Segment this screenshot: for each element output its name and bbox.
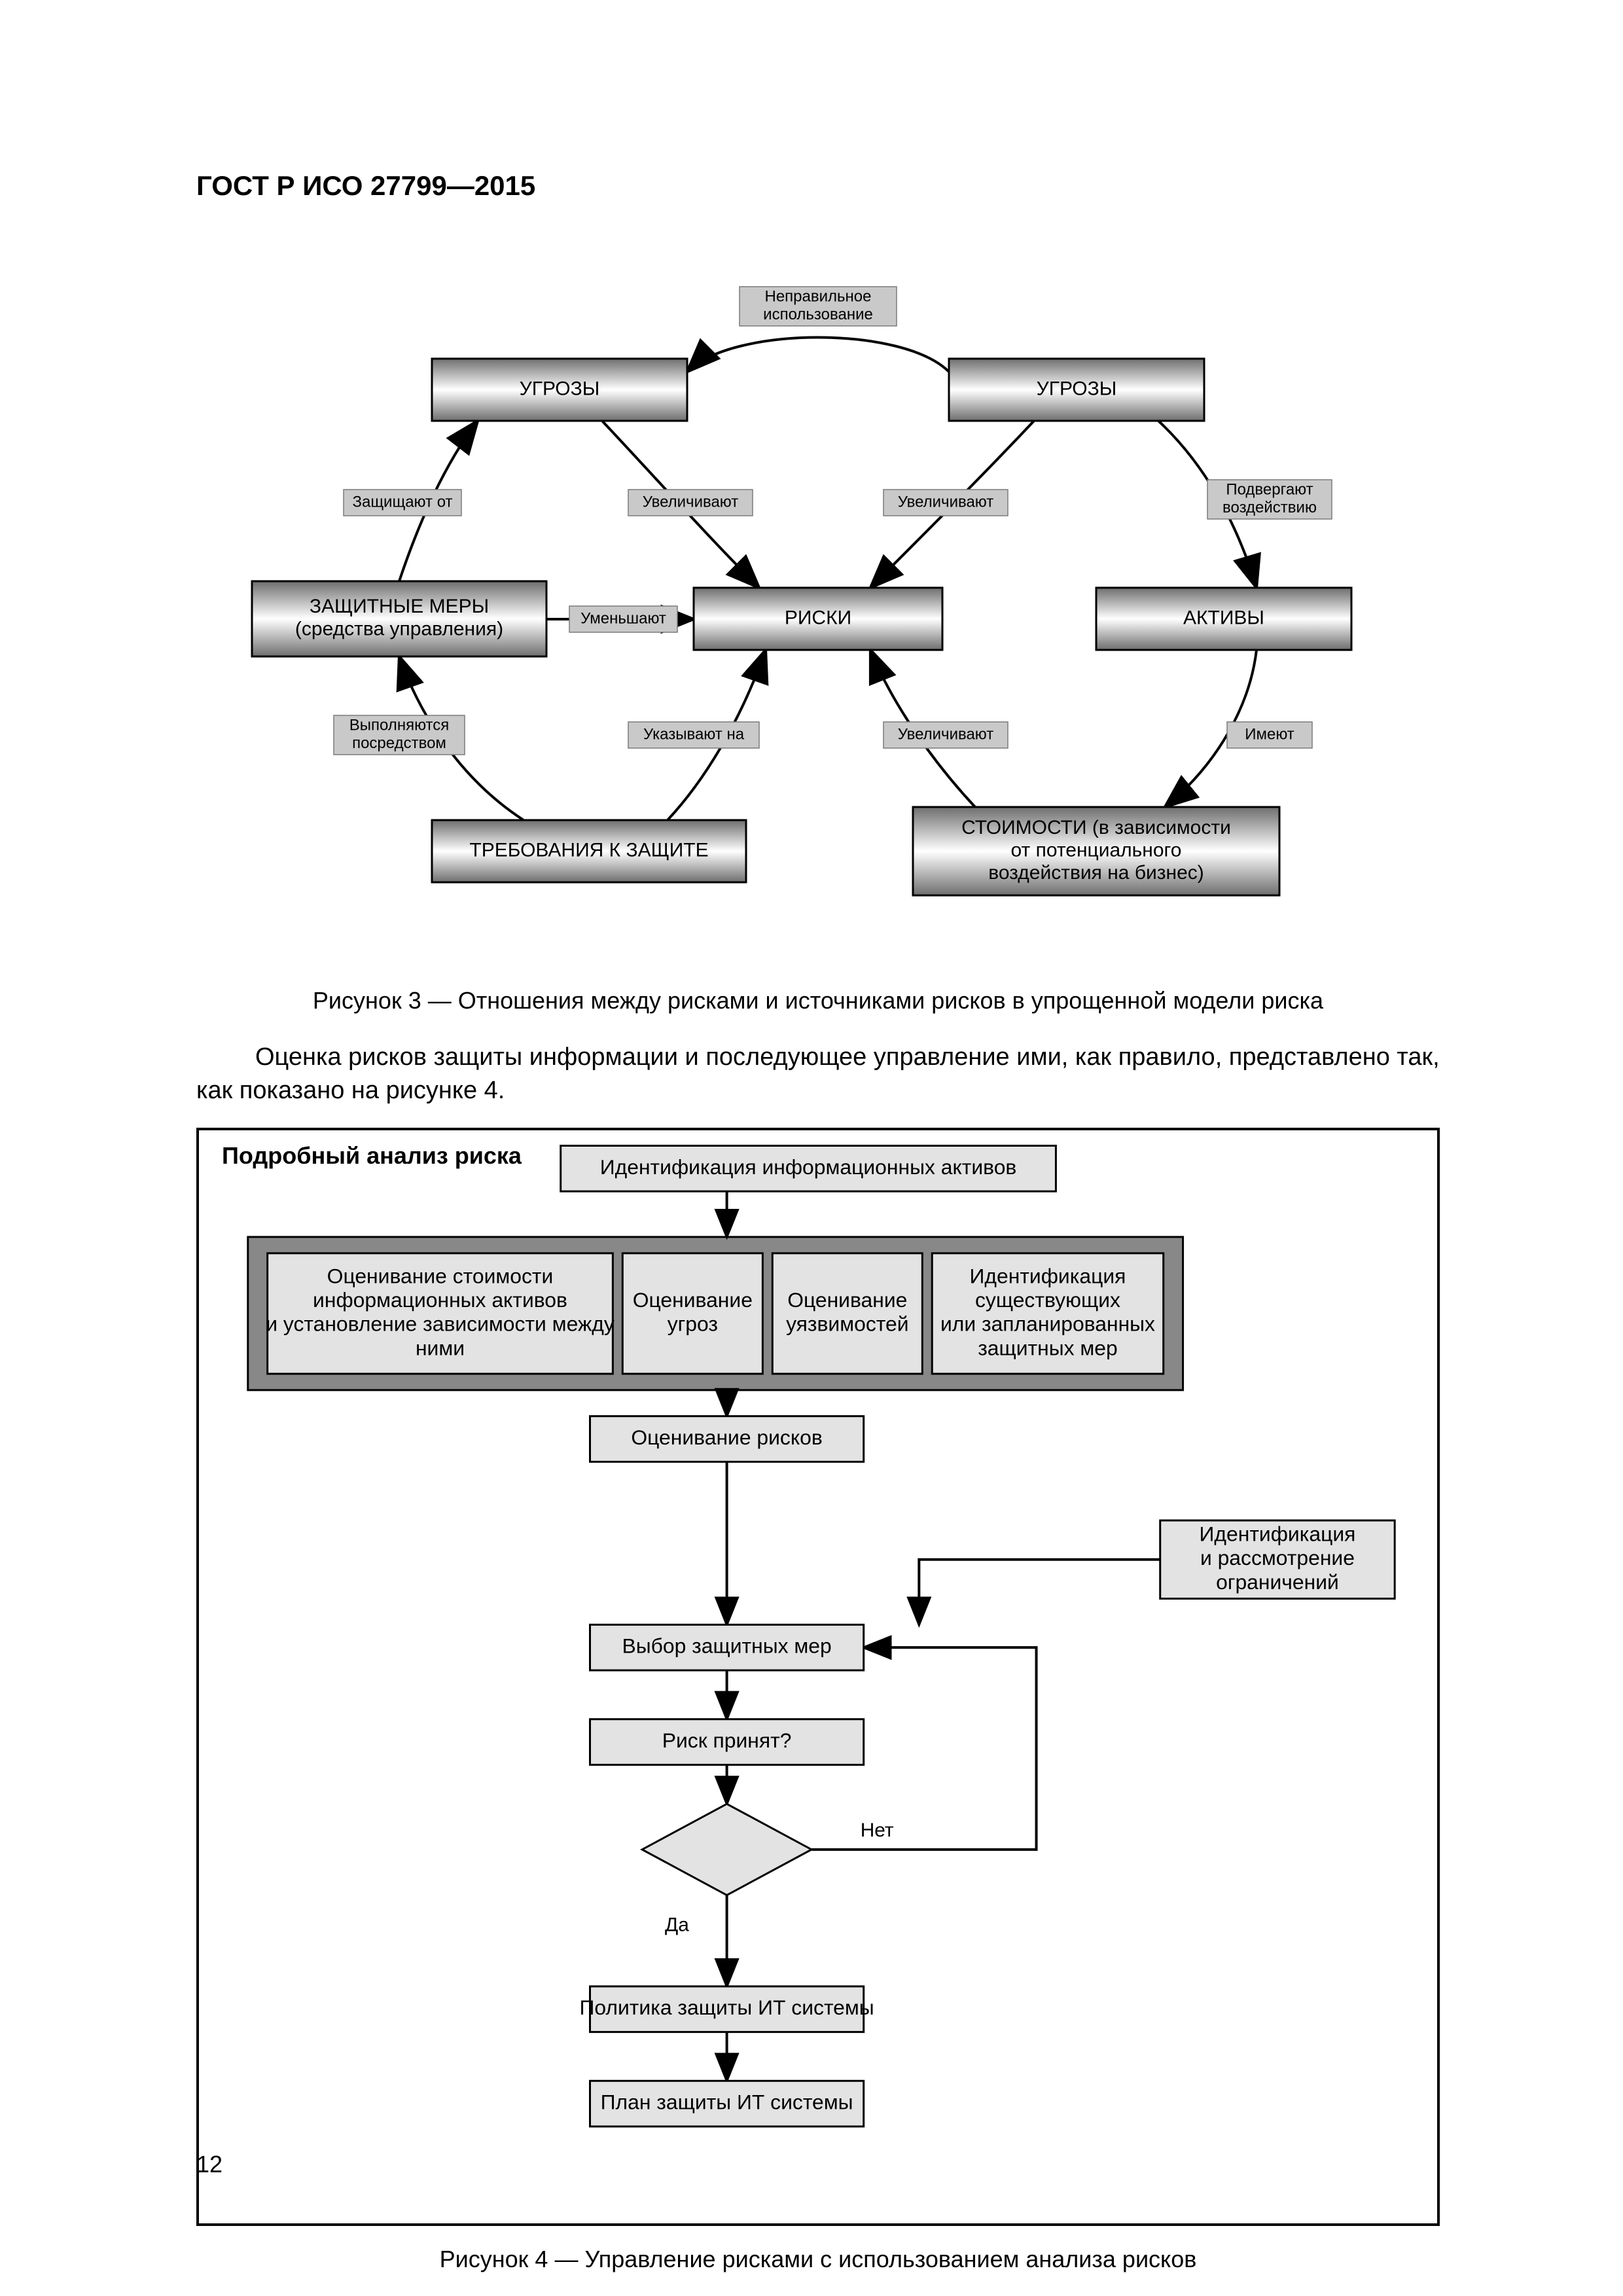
svg-text:Да: Да xyxy=(665,1914,689,1935)
svg-text:существующих: существующих xyxy=(975,1288,1120,1312)
figure-3: УГРОЗЫ УГРОЗЫ ЗАЩИТНЫЕ МЕРЫ(средства управ… xyxy=(196,247,1440,967)
svg-text:Выбор защитных мер: Выбор защитных мер xyxy=(622,1634,831,1657)
svg-text:Идентификация: Идентификация xyxy=(1200,1522,1356,1545)
page-number: 12 xyxy=(196,2151,223,2178)
svg-text:(средства управления): (средства управления) xyxy=(295,619,503,640)
svg-text:ЗАЩИТНЫЕ МЕРЫ: ЗАЩИТНЫЕ МЕРЫ xyxy=(310,596,489,617)
svg-text:Уменьшают: Уменьшают xyxy=(580,609,666,627)
svg-text:Увеличивают: Увеличивают xyxy=(898,493,994,511)
svg-text:Защищают от: Защищают от xyxy=(352,493,452,511)
svg-text:угроз: угроз xyxy=(668,1312,718,1335)
figure-4-caption: Рисунок 4 — Управление рисками с использ… xyxy=(196,2246,1440,2273)
svg-text:ними: ними xyxy=(416,1336,465,1359)
doc-header: ГОСТ Р ИСО 27799—2015 xyxy=(196,170,1440,202)
svg-text:Идентификация информационных а: Идентификация информационных активов xyxy=(600,1155,1017,1178)
svg-text:Имеют: Имеют xyxy=(1245,725,1294,743)
svg-text:Нет: Нет xyxy=(861,1820,894,1841)
svg-text:воздействию: воздействию xyxy=(1222,499,1317,516)
svg-text:РИСКИ: РИСКИ xyxy=(785,607,851,628)
body-paragraph: Оценка рисков защиты информации и послед… xyxy=(196,1041,1440,1108)
svg-text:Увеличивают: Увеличивают xyxy=(898,725,994,743)
figure-4-frame: Подробный анализ риска Идентификация инф… xyxy=(196,1128,1440,2226)
svg-text:АКТИВЫ: АКТИВЫ xyxy=(1183,607,1264,628)
svg-text:План защиты ИТ системы: План защиты ИТ системы xyxy=(601,2090,853,2113)
figure-4: Идентификация информационных активовОцен… xyxy=(215,1143,1421,2204)
svg-text:ТРЕБОВАНИЯ К ЗАЩИТЕ: ТРЕБОВАНИЯ К ЗАЩИТЕ xyxy=(469,839,708,861)
svg-text:Указывают на: Указывают на xyxy=(643,725,745,743)
svg-text:Подвергают: Подвергают xyxy=(1226,481,1313,499)
svg-text:Оценивание: Оценивание xyxy=(633,1288,753,1312)
svg-text:от потенциального: от потенциального xyxy=(1010,839,1181,861)
figure-4-frame-title: Подробный анализ риска xyxy=(222,1142,522,1170)
svg-text:защитных мер: защитных мер xyxy=(978,1336,1118,1359)
svg-text:Идентификация: Идентификация xyxy=(970,1264,1126,1287)
svg-text:Политика защиты ИТ системы: Политика защиты ИТ системы xyxy=(580,1996,874,2019)
figure-3-caption: Рисунок 3 — Отношения между рисками и ис… xyxy=(196,987,1440,1014)
svg-text:СТОИМОСТИ (в зависимости: СТОИМОСТИ (в зависимости xyxy=(961,817,1231,838)
svg-text:информационных активов: информационных активов xyxy=(313,1288,567,1312)
svg-text:уязвимостей: уязвимостей xyxy=(786,1312,908,1335)
svg-text:Выполняются: Выполняются xyxy=(349,717,450,734)
svg-text:Увеличивают: Увеличивают xyxy=(643,493,739,511)
svg-text:воздействия на бизнес): воздействия на бизнес) xyxy=(988,862,1204,884)
svg-text:и рассмотрение: и рассмотрение xyxy=(1200,1546,1355,1570)
svg-text:ограничений: ограничений xyxy=(1216,1570,1339,1593)
svg-text:Оценивание: Оценивание xyxy=(787,1288,907,1312)
svg-text:Оценивание стоимости: Оценивание стоимости xyxy=(327,1264,554,1287)
svg-text:и установление зависимости меж: и установление зависимости между xyxy=(266,1312,615,1335)
svg-text:посредством: посредством xyxy=(352,734,446,752)
svg-text:УГРОЗЫ: УГРОЗЫ xyxy=(1037,378,1117,399)
svg-text:Неправильное: Неправильное xyxy=(765,288,872,306)
svg-text:Оценивание рисков: Оценивание рисков xyxy=(631,1426,822,1449)
svg-text:или запланированных: или запланированных xyxy=(940,1312,1155,1335)
svg-text:Риск принят?: Риск принят? xyxy=(662,1729,792,1752)
svg-text:УГРОЗЫ: УГРОЗЫ xyxy=(520,378,600,399)
svg-text:использование: использование xyxy=(763,306,873,323)
